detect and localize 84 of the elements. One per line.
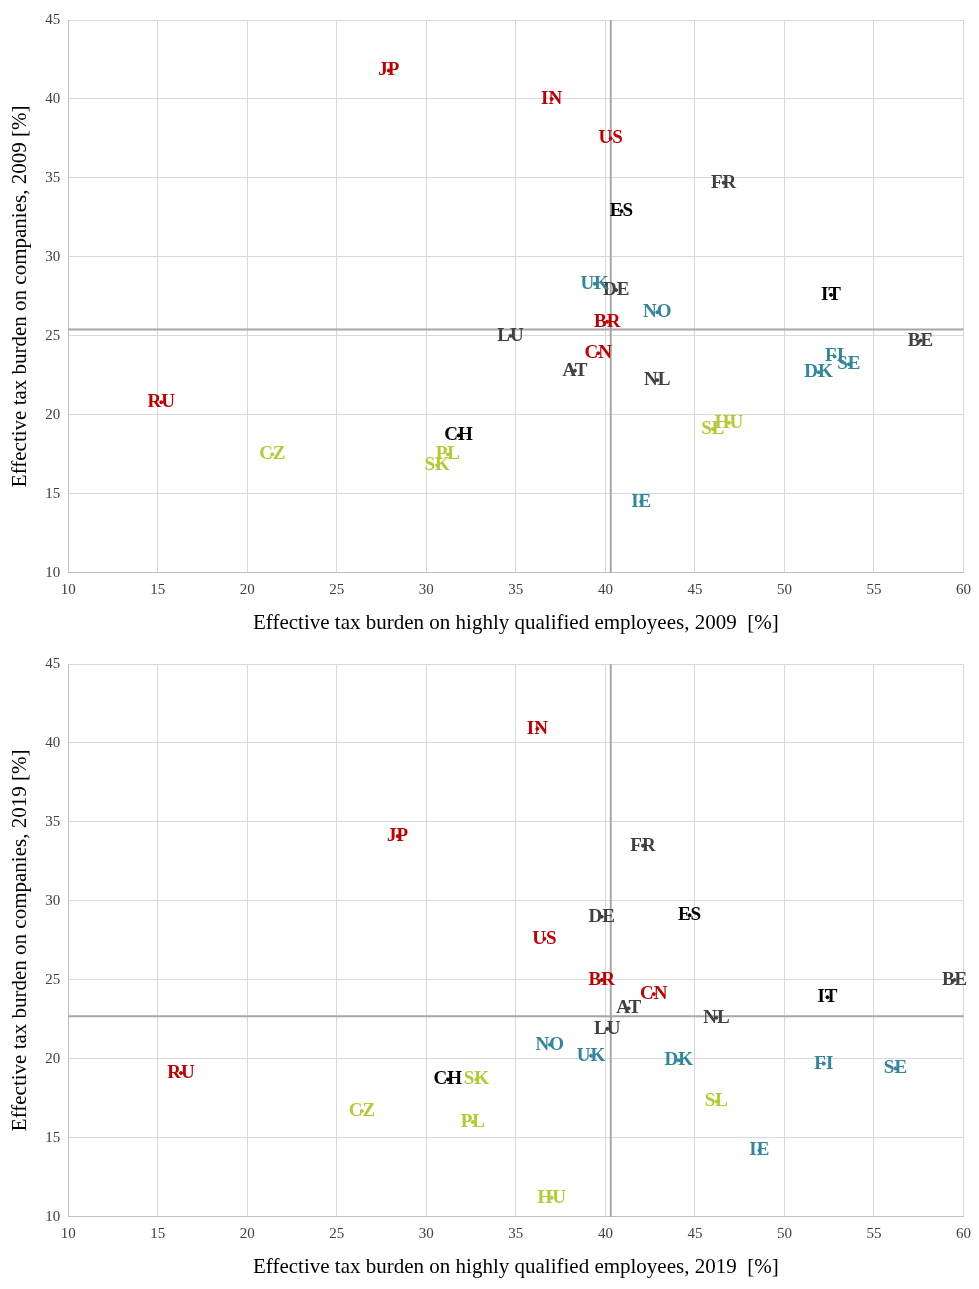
y-tick-label: 10 <box>45 1207 61 1224</box>
y-tick-label: 10 <box>45 563 61 580</box>
y-tick-label: 40 <box>45 733 61 750</box>
y-tick-label: 30 <box>45 891 61 908</box>
x-tick-label: 55 <box>866 1224 882 1241</box>
y-axis-title: Effective tax burden on companies, 2019 [%] <box>7 749 32 1132</box>
data-label: DK <box>804 360 833 382</box>
data-label: BE <box>907 328 934 350</box>
x-axis-title: Effective tax burden on highly qualified employees, 2019 [%] <box>253 1253 779 1278</box>
data-label: JP <box>387 824 409 846</box>
data-label: DK <box>664 1048 694 1070</box>
data-label: IN <box>541 86 563 108</box>
data-label: IT <box>817 985 838 1007</box>
x-axis-title: Effective tax burden on highly qualified employees, 2009 [%] <box>253 609 779 634</box>
data-label: JP <box>378 58 400 80</box>
x-tick-label: 30 <box>418 580 434 597</box>
y-tick-label: 15 <box>45 484 61 501</box>
x-tick-label: 15 <box>150 580 166 597</box>
data-label: IE <box>749 1138 770 1160</box>
y-tick-label: 35 <box>45 168 61 185</box>
y-tick-label: 45 <box>45 10 61 27</box>
y-tick-label: 30 <box>45 247 61 264</box>
data-label: FI <box>814 1051 834 1073</box>
data-label: IE <box>631 489 652 511</box>
data-label: ES <box>677 903 702 925</box>
x-tick-label: 60 <box>956 1224 971 1241</box>
x-tick-label: 10 <box>60 1224 76 1241</box>
y-tick-label: 25 <box>45 970 61 987</box>
data-label: IT <box>820 282 842 304</box>
data-label: PL <box>460 1109 486 1131</box>
data-label: HU <box>537 1185 567 1207</box>
data-label: NO <box>535 1032 565 1054</box>
data-label: RU <box>167 1060 195 1082</box>
y-tick-label: 45 <box>45 654 61 671</box>
data-label: CH <box>433 1067 463 1089</box>
data-label: LU <box>593 1016 621 1038</box>
data-label: US <box>532 926 557 948</box>
data-label: CH <box>444 423 474 445</box>
data-label: SK <box>463 1067 490 1089</box>
y-tick-label: 20 <box>45 405 61 422</box>
data-label: SE <box>883 1056 908 1078</box>
x-tick-label: 50 <box>776 1224 792 1241</box>
x-tick-label: 50 <box>776 580 792 597</box>
y-tick-label: 40 <box>45 89 61 106</box>
data-label: CZ <box>348 1098 376 1120</box>
x-tick-label: 35 <box>508 1224 524 1241</box>
x-tick-label: 60 <box>956 580 971 597</box>
data-label: DE <box>588 904 615 926</box>
x-tick-label: 40 <box>597 1224 613 1241</box>
data-label: IN <box>526 716 549 738</box>
x-tick-label: 20 <box>239 1224 255 1241</box>
x-tick-label: 45 <box>687 1224 703 1241</box>
x-tick-label: 15 <box>150 1224 166 1241</box>
x-tick-label: 20 <box>239 580 255 597</box>
y-tick-label: 35 <box>45 812 61 829</box>
x-tick-label: 45 <box>687 580 703 597</box>
x-tick-label: 10 <box>60 580 76 597</box>
data-label: RU <box>147 390 176 412</box>
data-label: NO <box>643 300 672 322</box>
data-label: BE <box>941 967 968 989</box>
x-tick-label: 25 <box>329 580 345 597</box>
data-label: FR <box>710 170 737 192</box>
y-axis-title: Effective tax burden on companies, 2009 [%] <box>7 105 32 488</box>
data-label: BR <box>593 309 621 331</box>
x-tick-label: 40 <box>597 580 613 597</box>
data-label: NL <box>644 368 671 390</box>
data-label: US <box>598 126 623 148</box>
x-tick-label: 25 <box>329 1224 345 1241</box>
data-label: LU <box>497 323 524 345</box>
y-tick-label: 15 <box>45 1128 61 1145</box>
x-tick-label: 35 <box>508 580 524 597</box>
data-label: FR <box>630 833 656 855</box>
y-tick-label: 25 <box>45 326 61 343</box>
data-label: CN <box>640 982 668 1004</box>
y-tick-label: 20 <box>45 1049 61 1066</box>
data-label: ES <box>609 199 634 221</box>
data-label: SL <box>704 1089 729 1111</box>
data-label: AT <box>616 996 642 1018</box>
data-label: CZ <box>259 442 286 464</box>
data-label: UK <box>576 1043 606 1065</box>
x-tick-label: 55 <box>866 580 882 597</box>
x-tick-label: 30 <box>418 1224 434 1241</box>
data-label: NL <box>703 1005 730 1027</box>
data-label: BR <box>588 967 616 989</box>
